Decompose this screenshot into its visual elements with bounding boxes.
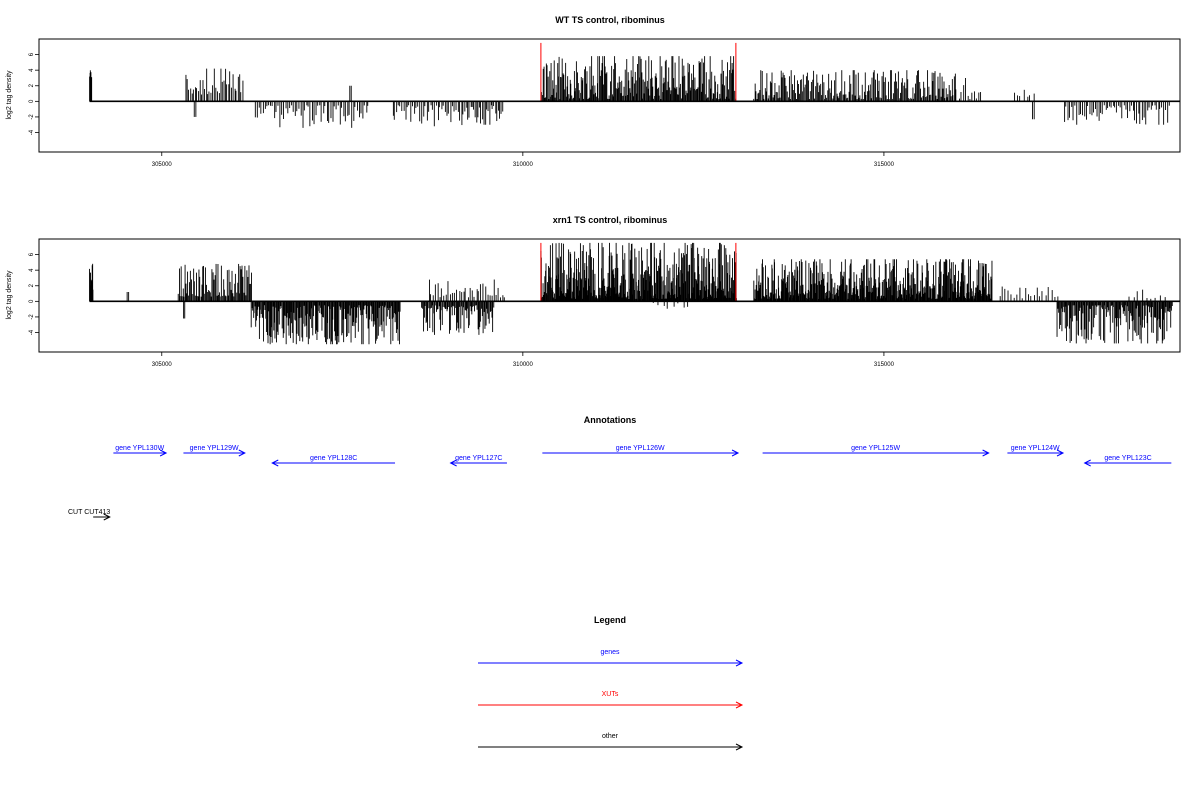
panel-wt: WT TS control, ribominus log2 tag densit… bbox=[6, 15, 1181, 168]
y-tick-label: 4 bbox=[29, 68, 35, 72]
x-tick-label: 315000 bbox=[874, 362, 895, 368]
legend-item: XUTs bbox=[478, 691, 744, 709]
legend-label: other bbox=[602, 733, 619, 740]
panel-title-wt: WT TS control, ribominus bbox=[555, 15, 665, 25]
legend-label: genes bbox=[600, 649, 620, 656]
y-tick-label: 0 bbox=[29, 99, 35, 103]
annotations-track: Annotations gene YPL130W gene YPL129Wgene… bbox=[68, 415, 1172, 521]
y-tick-label: 0 bbox=[29, 299, 35, 303]
xut-markers-xrn1 bbox=[540, 242, 737, 302]
panel-xrn1: xrn1 TS control, ribominus log2 tag dens… bbox=[6, 215, 1181, 368]
gene-label: gene YPL127C bbox=[455, 455, 502, 462]
y-tick-label: -4 bbox=[29, 129, 35, 135]
y-tick-label: 6 bbox=[29, 252, 35, 256]
other-arrows: CUT CUT413 bbox=[68, 509, 111, 521]
annotations-title: Annotations bbox=[584, 415, 637, 425]
gene-arrow: gene YPL127C bbox=[449, 455, 507, 467]
y-tick-label: 2 bbox=[29, 283, 35, 287]
legend: Legend genes XUTs other bbox=[478, 615, 744, 751]
gene-arrows: gene YPL130W gene YPL129W gene YPL128C gene… bbox=[113, 445, 1172, 467]
x-axis-xrn1: 305000 310000 315000 bbox=[152, 352, 895, 368]
y-axis-wt: -4 -2 0 2 4 6 bbox=[29, 52, 39, 135]
gene-arrow: gene YPL126W bbox=[542, 445, 740, 457]
gene-arrow: gene YPL125W bbox=[762, 445, 990, 457]
gene-label: gene YPL124W bbox=[1011, 445, 1060, 452]
gene-label: gene YPL126W bbox=[616, 445, 665, 452]
gene-arrow: gene YPL129W bbox=[183, 445, 246, 457]
legend-item: other bbox=[478, 733, 744, 751]
gene-arrow: gene YPL123C bbox=[1083, 455, 1172, 467]
legend-label: XUTs bbox=[602, 691, 619, 698]
y-tick-label: 4 bbox=[29, 268, 35, 272]
other-arrow: CUT CUT413 bbox=[68, 509, 111, 521]
y-tick-label: 2 bbox=[29, 83, 35, 87]
plot-frame-wt bbox=[38, 38, 1181, 153]
gene-label: gene YPL129W bbox=[190, 445, 239, 452]
gene-label: gene YPL130W bbox=[115, 445, 164, 452]
y-tick-label: -2 bbox=[29, 114, 35, 120]
bars-xrn1 bbox=[89, 242, 1173, 345]
y-tick-label: 6 bbox=[29, 52, 35, 56]
y-tick-label: -2 bbox=[29, 314, 35, 320]
x-tick-label: 305000 bbox=[152, 362, 173, 368]
x-tick-label: 310000 bbox=[513, 162, 534, 168]
other-label: CUT CUT413 bbox=[68, 509, 110, 516]
panel-title-xrn1: xrn1 TS control, ribominus bbox=[553, 215, 668, 225]
gene-label: gene YPL128C bbox=[310, 455, 357, 462]
xut-markers-wt bbox=[540, 42, 737, 102]
y-axis-label-xrn1: log2 tag density bbox=[6, 270, 13, 320]
legend-item: genes bbox=[478, 649, 744, 667]
x-tick-label: 310000 bbox=[513, 362, 534, 368]
y-axis-label-wt: log2 tag density bbox=[6, 70, 13, 120]
gene-label: gene YPL125W bbox=[851, 445, 900, 452]
y-axis-xrn1: -4 -2 0 2 4 6 bbox=[29, 252, 39, 335]
legend-items: genes XUTs other bbox=[478, 649, 744, 751]
legend-title: Legend bbox=[594, 615, 626, 625]
x-axis-wt: 305000 310000 315000 bbox=[152, 152, 895, 168]
x-tick-label: 305000 bbox=[152, 162, 173, 168]
gene-arrow: gene YPL128C bbox=[271, 455, 396, 467]
gene-label: gene YPL123C bbox=[1104, 455, 1151, 462]
plot-frame-xrn1 bbox=[38, 238, 1181, 353]
gene-arrow: gene YPL130W bbox=[113, 445, 168, 457]
y-tick-label: -4 bbox=[29, 329, 35, 335]
bars-wt bbox=[89, 56, 1170, 128]
x-tick-label: 315000 bbox=[874, 162, 895, 168]
gene-arrow: gene YPL124W bbox=[1007, 445, 1065, 457]
